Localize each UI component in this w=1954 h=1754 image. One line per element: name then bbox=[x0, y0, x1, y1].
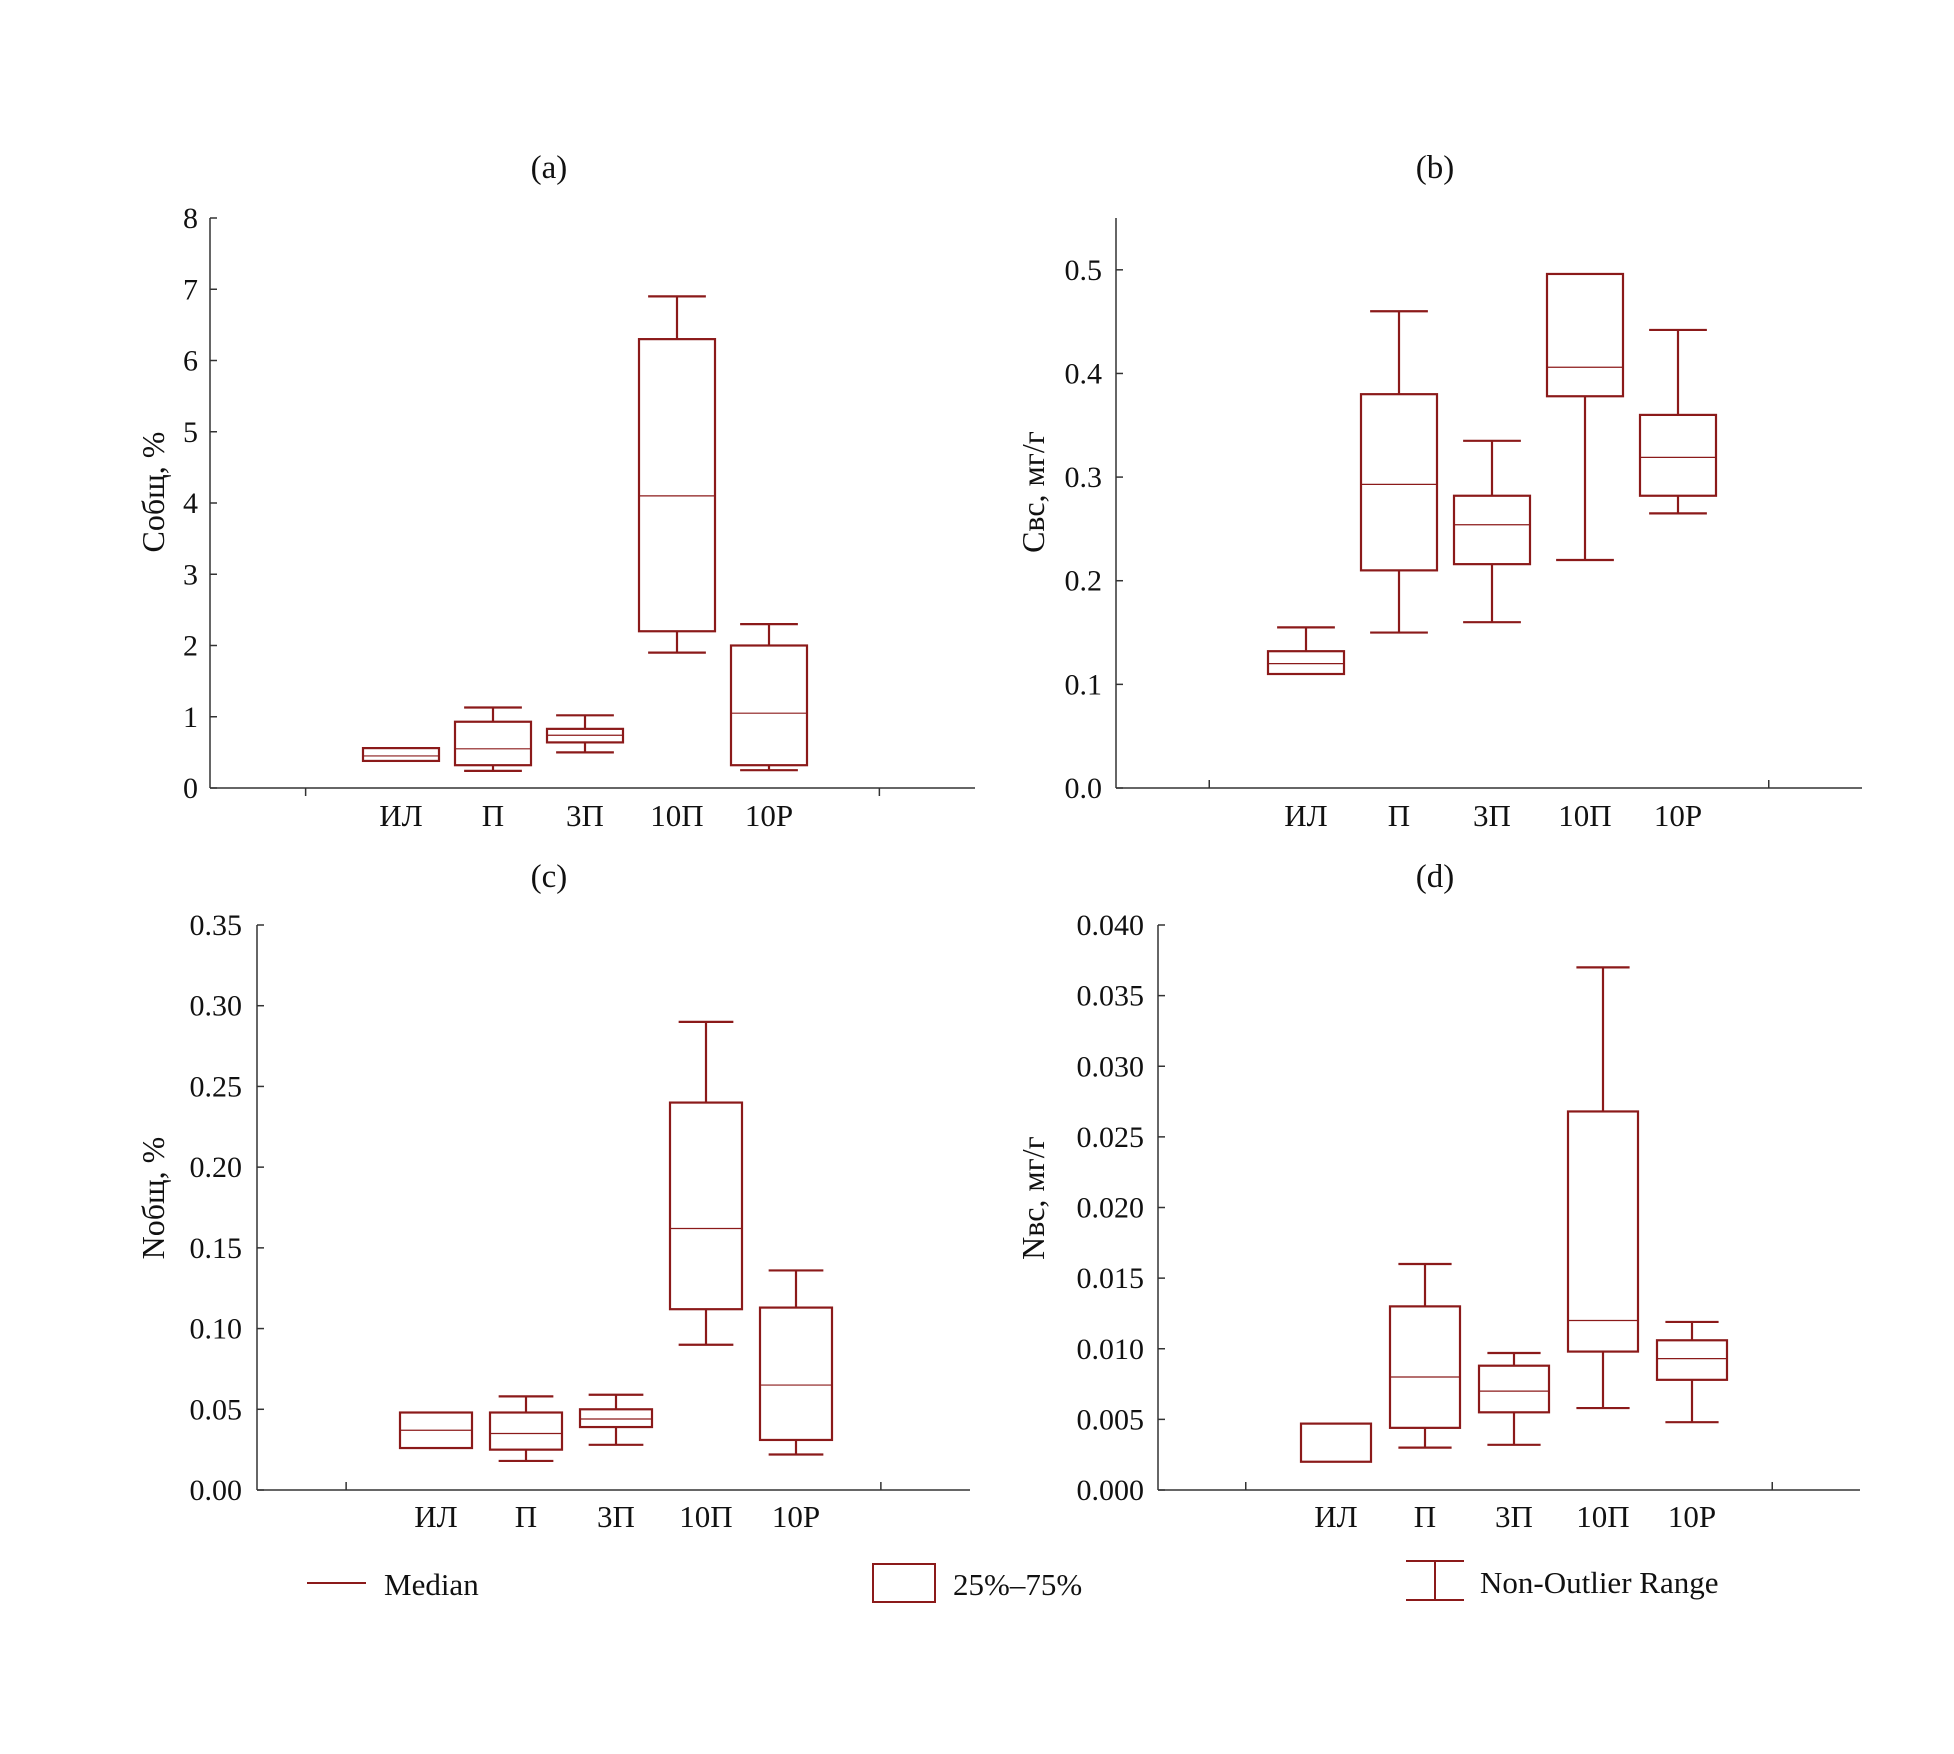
panel-c-box bbox=[668, 1101, 744, 1311]
panel-d-y-tick-label: 0.030 bbox=[1077, 1050, 1145, 1083]
panel-c-y-axis-title: Nобщ, % bbox=[135, 1137, 171, 1260]
panel-b-category-label: 10Р bbox=[1654, 798, 1702, 833]
panel-c-y-tick-label: 0.30 bbox=[190, 990, 243, 1023]
legend-whisker-swatch bbox=[1406, 1560, 1464, 1601]
panel-a-y-tick-label: 8 bbox=[183, 202, 198, 235]
panel-a-box bbox=[637, 338, 717, 633]
panel-a-y-tick-label: 6 bbox=[183, 345, 198, 378]
panel-c-y-tick-label: 0.20 bbox=[190, 1151, 243, 1184]
panel-a-y-tick-label: 7 bbox=[183, 273, 198, 306]
panel-b-y-axis-title: Cвс, мг/г bbox=[1015, 431, 1051, 553]
panel-c: (c) Nобщ, % 0.00 0.05 0.10 0.15 0.20 0.25 0.30… bbox=[135, 859, 970, 1534]
panel-a-y-tick-label: 2 bbox=[183, 630, 198, 663]
panel-b-y-tick-label: 0.2 bbox=[1065, 565, 1103, 598]
panel-b-category-label: ИЛ bbox=[1284, 798, 1327, 833]
panel-d-y-tick-label: 0.040 bbox=[1077, 909, 1145, 942]
panel-d-category-label: 10П bbox=[1576, 1499, 1629, 1534]
panel-a-title: (a) bbox=[531, 150, 568, 186]
panel-c-box bbox=[488, 1411, 564, 1451]
panel-d: (d) Nвс, мг/г 0.0000.0050.0100.0150.0200… bbox=[1015, 859, 1860, 1534]
legend-median-label: Median bbox=[384, 1567, 479, 1602]
panel-b-y-tick-label: 0.0 bbox=[1065, 772, 1103, 805]
panel-a-plot: 0 1 2 3 4 5 6 7 8 ИЛ П 3П 10П 10Р bbox=[183, 202, 975, 833]
panel-c-y-tick-label: 0.10 bbox=[190, 1313, 243, 1346]
panel-b-box bbox=[1545, 272, 1625, 398]
panel-b: (b) Cвс, мг/г 0.0 0.1 0.2 0.3 0.4 0.5 ИЛ П 3П 10П… bbox=[1015, 150, 1862, 833]
panel-d-plot: 0.000 0.005 0.010 0.015 0.020 0.025 0.030 0.035… bbox=[1077, 909, 1860, 1534]
legend: Median 25%–75% Non-Outlier Range bbox=[307, 1560, 1718, 1603]
panel-b-box bbox=[1359, 393, 1439, 572]
panel-a: (a) Cобщ, % 0 1 2 3 4 5 6 7 8 ИЛ П 3П 10П 10Р bbox=[135, 150, 975, 833]
panel-d-y-axis-title: Nвс, мг/г bbox=[1015, 1136, 1051, 1260]
panel-d-category-label: ИЛ bbox=[1314, 1499, 1357, 1534]
panel-a-category-label: ИЛ bbox=[379, 798, 422, 833]
panel-b-category-label: 3П bbox=[1473, 798, 1511, 833]
panel-b-y-tick-label: 0.1 bbox=[1065, 668, 1103, 701]
panel-a-y-tick-label: 0 bbox=[183, 772, 198, 805]
panel-c-y-tick-label: 0.15 bbox=[190, 1232, 243, 1265]
panel-d-y-tick-label: 0.025 bbox=[1077, 1121, 1145, 1154]
panel-d-y-tick-label: 0.035 bbox=[1077, 980, 1145, 1013]
panel-d-y-tick-label: 0.020 bbox=[1077, 1192, 1145, 1225]
panel-c-box bbox=[758, 1306, 834, 1442]
panel-c-category-label: 10Р bbox=[772, 1499, 820, 1534]
legend-whisker-label: Non-Outlier Range bbox=[1480, 1565, 1718, 1600]
panel-d-title: (d) bbox=[1416, 859, 1454, 895]
panel-d-y-tick-label: 0.000 bbox=[1077, 1474, 1145, 1507]
panel-c-category-label: П bbox=[515, 1499, 537, 1534]
panel-b-box bbox=[1452, 494, 1532, 566]
panel-c-y-tick-label: 0.00 bbox=[190, 1474, 243, 1507]
panel-b-title: (b) bbox=[1416, 150, 1454, 186]
panel-b-box bbox=[1638, 413, 1718, 497]
panel-a-y-tick-label: 5 bbox=[183, 416, 198, 449]
legend-box-label: 25%–75% bbox=[953, 1567, 1082, 1602]
panel-b-y-tick-label: 0.3 bbox=[1065, 461, 1103, 494]
panel-c-title: (c) bbox=[531, 859, 568, 895]
legend-box-swatch bbox=[872, 1563, 936, 1603]
panel-d-category-label: 3П bbox=[1495, 1499, 1533, 1534]
panel-d-y-tick-label: 0.005 bbox=[1077, 1403, 1145, 1436]
panel-a-y-tick-label: 3 bbox=[183, 558, 198, 591]
panel-c-y-tick-label: 0.05 bbox=[190, 1393, 243, 1426]
panel-a-y-tick-label: 1 bbox=[183, 701, 198, 734]
panel-b-y-tick-label: 0.4 bbox=[1065, 357, 1103, 390]
panel-c-category-label: ИЛ bbox=[414, 1499, 457, 1534]
panel-b-plot: 0.0 0.1 0.2 0.3 0.4 0.5 ИЛ П 3П 10П 10Р bbox=[1065, 218, 1862, 833]
panel-c-box bbox=[578, 1408, 654, 1429]
panel-a-box bbox=[361, 746, 441, 763]
panel-a-category-label: 10Р bbox=[745, 798, 793, 833]
panel-b-box bbox=[1266, 650, 1346, 676]
panel-d-box bbox=[1477, 1364, 1551, 1414]
panel-b-y-tick-label: 0.5 bbox=[1065, 254, 1103, 287]
panel-c-category-label: 10П bbox=[679, 1499, 732, 1534]
panel-a-box bbox=[729, 644, 809, 767]
panel-a-category-label: П bbox=[482, 798, 504, 833]
panel-d-box bbox=[1655, 1339, 1729, 1381]
panel-d-box bbox=[1566, 1110, 1640, 1353]
panel-b-category-label: 10П bbox=[1558, 798, 1611, 833]
panel-c-category-label: 3П bbox=[597, 1499, 635, 1534]
panel-a-box bbox=[453, 720, 533, 767]
panel-d-box bbox=[1299, 1422, 1373, 1463]
panel-d-category-label: 10Р bbox=[1668, 1499, 1716, 1534]
panel-d-category-label: П bbox=[1414, 1499, 1436, 1534]
panel-a-category-label: 3П bbox=[566, 798, 604, 833]
panel-c-y-tick-label: 0.35 bbox=[190, 909, 243, 942]
panel-b-category-label: П bbox=[1388, 798, 1410, 833]
panel-a-y-tick-label: 4 bbox=[183, 487, 198, 520]
panel-d-y-tick-label: 0.010 bbox=[1077, 1333, 1145, 1366]
panel-c-y-tick-label: 0.25 bbox=[190, 1070, 243, 1103]
panel-a-category-label: 10П bbox=[650, 798, 703, 833]
panel-a-y-axis-title: Cобщ, % bbox=[135, 432, 171, 553]
panel-d-box bbox=[1388, 1305, 1462, 1429]
panel-c-plot: 0.00 0.05 0.10 0.15 0.20 0.25 0.30 0.35 ИЛ П 3П 10П… bbox=[190, 909, 970, 1534]
panel-d-y-tick-label: 0.015 bbox=[1077, 1262, 1145, 1295]
